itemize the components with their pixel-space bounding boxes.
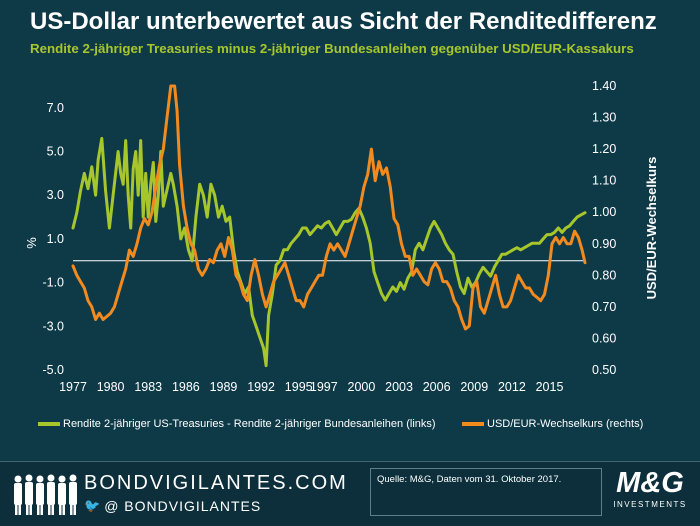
mg-logo-sub: INVESTMENTS bbox=[613, 500, 687, 509]
y-left-axis-label: % bbox=[24, 237, 39, 249]
y-right-tick-label: 0.60 bbox=[592, 331, 616, 345]
x-tick-label: 2000 bbox=[348, 380, 376, 394]
x-tick-label: 1983 bbox=[134, 380, 162, 394]
series bbox=[71, 84, 587, 368]
y-left-tick-label: -5.0 bbox=[42, 363, 64, 377]
y-right-tick-label: 1.20 bbox=[592, 142, 616, 156]
y-right-tick-label: 1.30 bbox=[592, 111, 616, 125]
brand-link[interactable]: BONDVIGILANTES.COM bbox=[84, 472, 348, 494]
legend-swatch-spread bbox=[38, 422, 60, 426]
x-tick-label: 2003 bbox=[385, 380, 413, 394]
y-right-tick-label: 0.50 bbox=[592, 363, 616, 377]
legend-label-fx: USD/EUR-Wechselkurs (rechts) bbox=[487, 418, 644, 430]
y-left-tick-label: -3.0 bbox=[42, 319, 64, 333]
vigilantes-silhouette-icon bbox=[14, 474, 77, 515]
x-tick-label: 1986 bbox=[172, 380, 200, 394]
twitter-handle[interactable]: 🐦 @ BONDVIGILANTES bbox=[84, 498, 261, 514]
y-left-tick-label: -1.0 bbox=[42, 276, 64, 290]
y-right-tick-label: 1.40 bbox=[592, 79, 616, 93]
y-right-tick-label: 1.00 bbox=[592, 205, 616, 219]
x-tick-label: 1992 bbox=[247, 380, 275, 394]
x-tick-label: 1980 bbox=[97, 380, 125, 394]
y-left-tick-label: 5.0 bbox=[47, 145, 64, 159]
chart-subtitle: Rendite 2-jähriger Treasuries minus 2-jä… bbox=[30, 41, 634, 56]
mg-logo-main: M&G bbox=[616, 467, 684, 499]
y-right-tick-label: 1.10 bbox=[592, 174, 616, 188]
series-line-spread bbox=[71, 136, 587, 368]
legend-swatch-fx bbox=[462, 422, 484, 426]
x-tick-label: 1977 bbox=[59, 380, 87, 394]
twitter-handle-text: @ BONDVIGILANTES bbox=[104, 498, 262, 514]
twitter-bird-icon: 🐦 bbox=[84, 498, 102, 513]
legend-item-spread: Rendite 2-jähriger US-Treasuries - Rendi… bbox=[38, 418, 436, 430]
x-tick-label: 2015 bbox=[536, 380, 564, 394]
chart: % USD/EUR-Wechselkurs -5.0 -3.0 -1.0 1.0 3.0… bbox=[24, 79, 659, 394]
x-tick-label: 2006 bbox=[423, 380, 451, 394]
x-tick-label: 1995 bbox=[285, 380, 313, 394]
tick-labels: -5.0 -3.0 -1.0 1.0 3.0 5.0 7.0 0.50 0.60 0.70 0.80… bbox=[42, 79, 616, 394]
legend-label-spread: Rendite 2-jähriger US-Treasuries - Rendi… bbox=[63, 418, 436, 430]
footer: BONDVIGILANTES.COM 🐦 @ BONDVIGILANTES Qu… bbox=[0, 461, 700, 526]
x-tick-label: 1997 bbox=[310, 380, 338, 394]
x-tick-label: 2009 bbox=[460, 380, 488, 394]
y-left-tick-label: 3.0 bbox=[47, 188, 64, 202]
y-right-tick-label: 0.70 bbox=[592, 300, 616, 314]
y-right-tick-label: 0.90 bbox=[592, 237, 616, 251]
series-line-fx bbox=[71, 84, 587, 331]
mg-logo: M&G INVESTMENTS bbox=[608, 466, 692, 522]
chart-title: US-Dollar unterbewertet aus Sicht der Re… bbox=[30, 8, 657, 35]
x-tick-label: 2012 bbox=[498, 380, 526, 394]
source-note: Quelle: M&G, Daten vom 31. Oktober 2017. bbox=[370, 468, 602, 516]
y-left-tick-label: 1.0 bbox=[47, 232, 64, 246]
y-right-axis-label: USD/EUR-Wechselkurs bbox=[644, 157, 659, 300]
x-tick-label: 1989 bbox=[210, 380, 238, 394]
y-left-tick-label: 7.0 bbox=[47, 101, 64, 115]
legend-item-fx: USD/EUR-Wechselkurs (rechts) bbox=[462, 418, 643, 430]
y-right-tick-label: 0.80 bbox=[592, 268, 616, 282]
